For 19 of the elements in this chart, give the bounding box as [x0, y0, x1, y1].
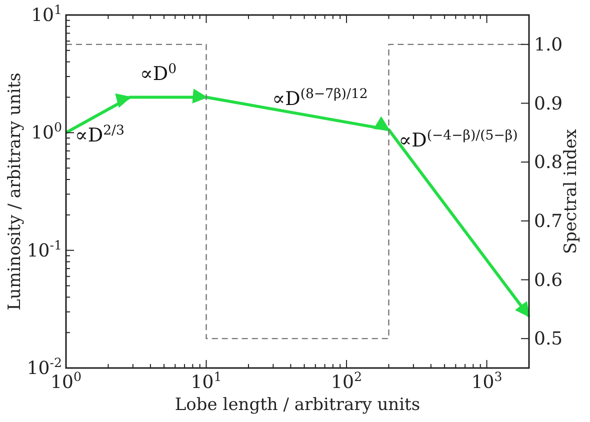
annotation: ∝D$^{0}$ — [140, 62, 177, 86]
y2-tick-label: 0.5 — [534, 328, 563, 350]
y2-tick-label: 1.0 — [534, 34, 563, 56]
y2-tick-label: 0.9 — [534, 93, 563, 114]
y-tick-label: 10$^{-1}$ — [26, 236, 62, 262]
y2-tick-label: 0.7 — [534, 210, 563, 232]
annotation: ∝D$^{(−4−β)/(5−β)}$ — [398, 128, 518, 152]
x-tick-label: 10$^{1}$ — [190, 368, 222, 393]
x-axis-title: Lobe length / arbitrary units — [174, 395, 420, 415]
annotation: ∝D$^{2/3}$ — [75, 123, 124, 147]
x-tick-label: 10$^{2}$ — [331, 368, 362, 393]
y-tick-label: 10$^{0}$ — [31, 119, 62, 144]
y2-tick-label: 0.6 — [534, 270, 563, 291]
x-tick-label: 10$^{3}$ — [471, 368, 502, 393]
y2-axis-title: Spectral index — [561, 128, 581, 254]
y-tick-label: 10$^{1}$ — [31, 2, 62, 26]
annotation: ∝D$^{(8−7β)/12}$ — [272, 86, 368, 110]
y-axis-title: Luminosity / arbitrary units — [5, 72, 25, 310]
y2-tick-label: 0.8 — [534, 152, 563, 174]
